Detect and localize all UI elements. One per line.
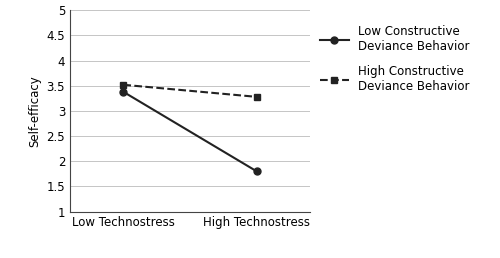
Y-axis label: Self-efficacy: Self-efficacy <box>28 75 41 147</box>
Legend: Low Constructive
Deviance Behavior, High Constructive
Deviance Behavior: Low Constructive Deviance Behavior, High… <box>315 20 474 98</box>
